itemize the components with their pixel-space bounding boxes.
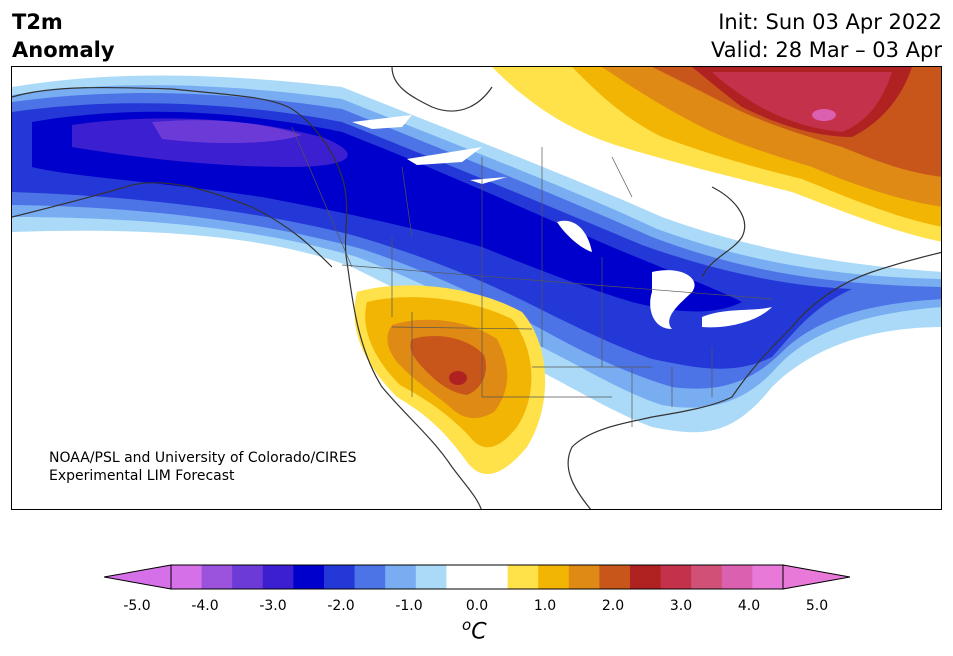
colorbar-under-arrow xyxy=(104,564,172,590)
colorbar-segment xyxy=(568,565,600,589)
colorbar-segment xyxy=(721,565,753,589)
colorbar-tick-label: -2.0 xyxy=(327,598,355,614)
colorbar-segment xyxy=(201,565,233,589)
colorbar-segment xyxy=(630,565,662,589)
colorbar-segment xyxy=(660,565,692,589)
lakes-mask xyxy=(352,115,772,329)
anomaly-map[interactable] xyxy=(11,66,942,510)
colorbar-segment xyxy=(752,565,784,589)
credit-line-2: Experimental LIM Forecast xyxy=(49,468,235,484)
chart-title: T2m Anomaly xyxy=(12,8,115,64)
colorbar-over-arrow xyxy=(782,564,850,590)
colorbar-segments xyxy=(171,565,784,589)
colorbar-unit: oC xyxy=(462,616,487,644)
colorbar-tick-label: -1.0 xyxy=(395,598,423,614)
colorbar-segment xyxy=(385,565,417,589)
colorbar-segment xyxy=(599,565,631,589)
colorbar-tick-label: 4.0 xyxy=(737,598,761,614)
valid-range: Valid: 28 Mar – 03 Apr xyxy=(711,38,942,62)
colorbar-segment xyxy=(324,565,356,589)
colorbar-segment xyxy=(415,565,447,589)
colorbar-segment xyxy=(354,565,386,589)
colorbar-segment xyxy=(171,565,203,589)
init-date: Init: Sun 03 Apr 2022 xyxy=(718,10,942,34)
colorbar-outline xyxy=(170,564,784,590)
data-credit: NOAA/PSL and University of Colorado/CIRE… xyxy=(49,449,357,485)
colorbar-segment xyxy=(446,565,478,589)
warm-anomaly-northeast xyxy=(492,67,941,242)
state-borders xyxy=(291,126,773,427)
colorbar-segment xyxy=(538,565,570,589)
warm-anomaly-southwest xyxy=(354,285,546,474)
colorbar-segment xyxy=(262,565,294,589)
colorbar-tick-label: 5.0 xyxy=(805,598,829,614)
date-info: Init: Sun 03 Apr 2022 Valid: 28 Mar – 03… xyxy=(711,8,942,64)
colorbar-segment xyxy=(507,565,539,589)
colorbar-tick-label: 1.0 xyxy=(533,598,557,614)
colorbar-segment xyxy=(293,565,325,589)
credit-line-1: NOAA/PSL and University of Colorado/CIRE… xyxy=(49,450,357,466)
unit-celsius: C xyxy=(471,619,487,645)
colorbar xyxy=(104,564,850,590)
colorbar-tick-label: -4.0 xyxy=(191,598,219,614)
colorbar-tick-labels: -5.0 -4.0 -3.0 -2.0 -1.0 0.0 1.0 2.0 3.0 4.0 5.0 xyxy=(0,598,953,618)
colorbar-tick-label: 2.0 xyxy=(601,598,625,614)
colorbar-segment xyxy=(477,565,509,589)
colorbar-tick-label: -5.0 xyxy=(123,598,151,614)
map-canvas xyxy=(12,67,941,509)
unit-degree: o xyxy=(462,616,472,634)
colorbar-segment xyxy=(232,565,264,589)
title-variable: T2m xyxy=(12,10,63,34)
colorbar-segment xyxy=(691,565,723,589)
title-anomaly: Anomaly xyxy=(12,38,115,62)
coastlines xyxy=(12,67,941,509)
colorbar-tick-label: 3.0 xyxy=(669,598,693,614)
colorbar-tick-label: 0.0 xyxy=(465,598,489,614)
colorbar-tick-label: -3.0 xyxy=(259,598,287,614)
